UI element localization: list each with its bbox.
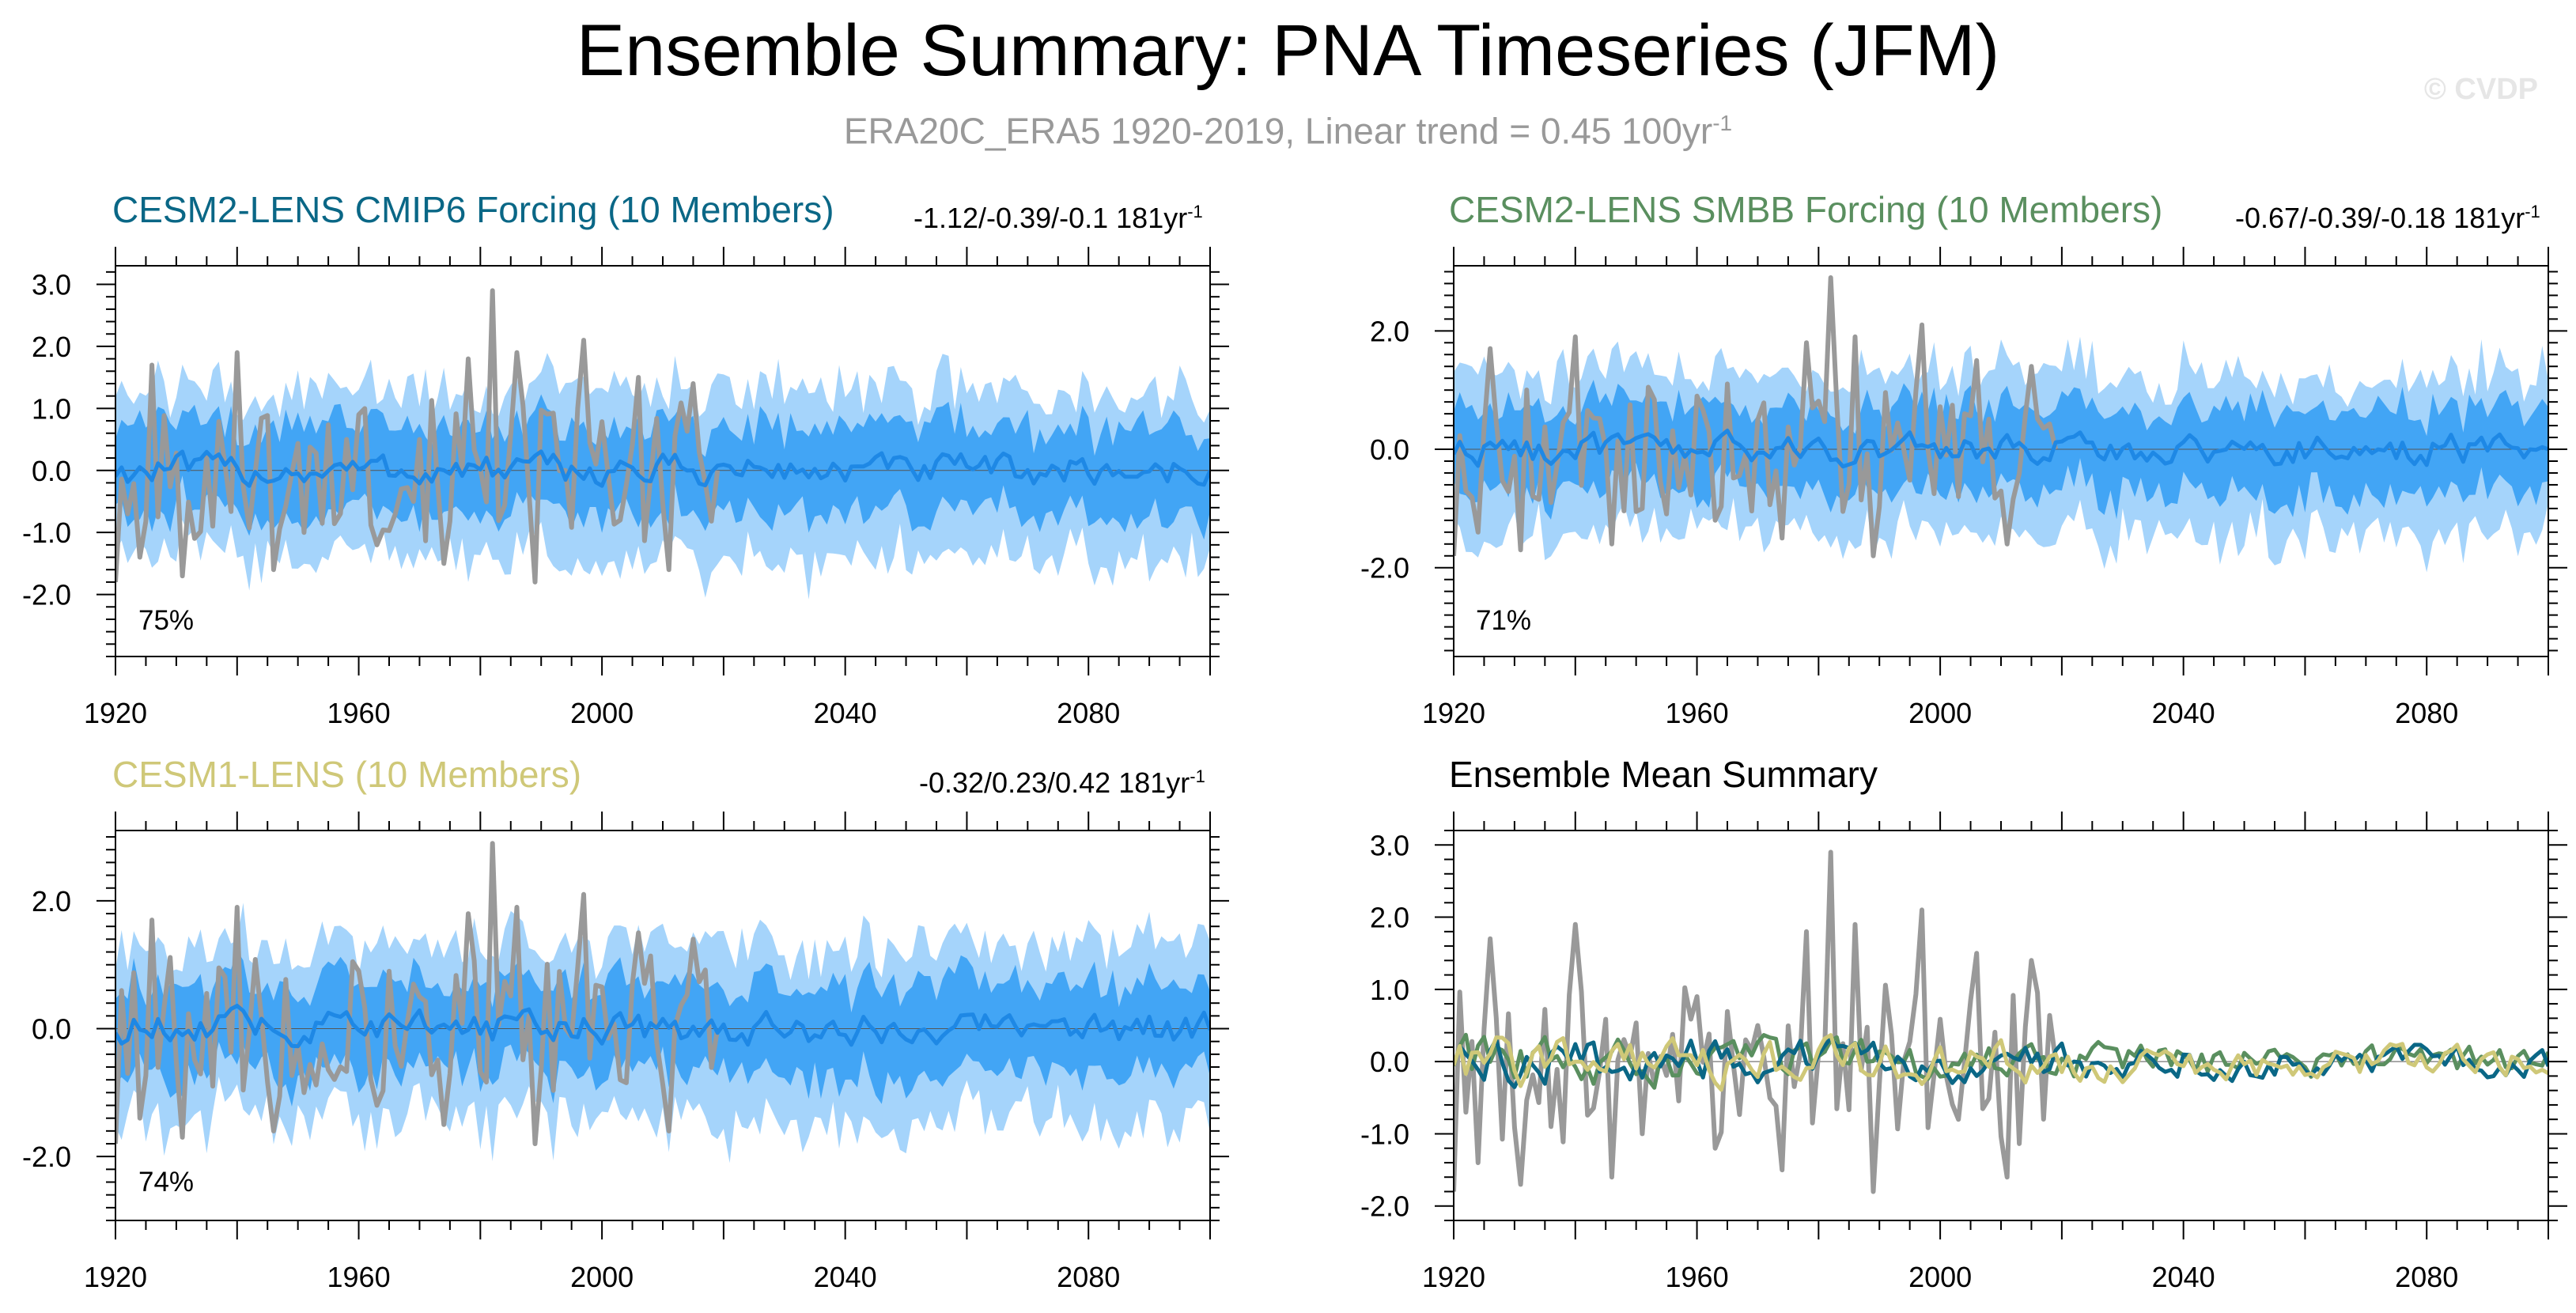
smbb-xtick-label: 2040 [2152, 697, 2215, 729]
cmip6-ytick-label: 0.0 [32, 455, 71, 487]
summary-ytick-label: -1.0 [1360, 1118, 1409, 1150]
cmip6-trend-label: -1.12/-0.39/-0.1 181yr-1 [914, 195, 1203, 236]
cmip6-ytick-label: -2.0 [22, 579, 71, 611]
summary-xtick-label: 1960 [1666, 1261, 1729, 1293]
smbb-xtick-label: 2000 [1908, 697, 1972, 729]
smbb-ytick-label: 0.0 [1370, 433, 1409, 466]
cmip6-frame [115, 265, 1211, 657]
cmip6-xtick-label: 2000 [570, 697, 634, 729]
smbb-xtick-label: 1960 [1666, 697, 1729, 729]
cmip6-xtick-label: 1960 [327, 697, 391, 729]
cmip6-trend-text: -1.12/-0.39/-0.1 181yr [914, 202, 1188, 234]
cmip6-obs-line [115, 288, 721, 585]
figure-subtitle: ERA20C_ERA5 1920-2019, Linear trend = 0.… [0, 101, 2576, 153]
cesm1-spread-iqr-band [115, 950, 1210, 1107]
cesm1-plot-area [115, 841, 1210, 1164]
cesm1-xtick-label: 2000 [570, 1261, 634, 1293]
cmip6-xtick-label: 2080 [1057, 697, 1120, 729]
cesm1-ytick-label: -2.0 [22, 1141, 71, 1173]
cmip6-ytick-label: -1.0 [22, 516, 71, 549]
smbb-percent-label: 71% [1476, 605, 1532, 636]
smbb-ytick-label: -2.0 [1360, 552, 1409, 585]
smbb-xtick-label: 2080 [2395, 697, 2458, 729]
cesm1-ytick-label: 0.0 [32, 1013, 71, 1046]
smbb-ytick-label: 2.0 [1370, 315, 1409, 347]
cmip6-mean-line [1454, 1036, 2548, 1089]
smbb-spread-iqr-band [1454, 380, 2548, 520]
cmip6-ytick-label: 1.0 [32, 392, 71, 425]
summary-ytick-label: -2.0 [1360, 1190, 1409, 1223]
smbb-mean-line [1454, 1032, 2548, 1090]
smbb-panel-title: CESM2-LENS SMBB Forcing (10 Members) [1449, 189, 2163, 230]
cmip6-panel-title: CESM2-LENS CMIP6 Forcing (10 Members) [112, 189, 834, 230]
cmip6-ensemble-mean-line [115, 449, 1210, 488]
cesm1-xtick-label: 2080 [1057, 1261, 1120, 1293]
summary-obs-line [1454, 849, 2059, 1194]
smbb-trend-exponent: -1 [2525, 202, 2540, 221]
cesm1-mean-line [1454, 1033, 2548, 1092]
cesm1-frame [115, 830, 1211, 1221]
smbb-spread-range-band [1454, 336, 2548, 573]
summary-ytick-label: 3.0 [1370, 829, 1409, 861]
cesm1-trend-text: -0.32/0.23/0.42 181yr [919, 766, 1190, 799]
cesm1-ytick-label: 2.0 [32, 885, 71, 918]
cesm1-xtick-label: 1960 [327, 1261, 391, 1293]
smbb-trend-text: -0.67/-0.39/-0.18 181yr [2235, 202, 2525, 234]
smbb-xtick-label: 1920 [1422, 697, 1485, 729]
summary-ytick-label: 1.0 [1370, 974, 1409, 1006]
smbb-frame [1453, 265, 2549, 657]
cmip6-ytick-label: 3.0 [32, 269, 71, 301]
cesm1-percent-label: 74% [138, 1167, 195, 1198]
cesm1-trend-label: -0.32/0.23/0.42 181yr-1 [919, 759, 1205, 800]
summary-plot-area [1454, 849, 2548, 1194]
summary-xtick-label: 2080 [2395, 1261, 2458, 1293]
summary-ytick-label: 2.0 [1370, 902, 1409, 934]
cmip6-xtick-label: 2040 [814, 697, 877, 729]
cmip6-trend-exponent: -1 [1187, 202, 1203, 221]
cesm1-xtick-label: 1920 [84, 1261, 147, 1293]
subtitle-exponent: -1 [1712, 111, 1733, 135]
summary-frame [1453, 830, 2549, 1221]
cesm1-xtick-label: 2040 [814, 1261, 877, 1293]
cmip6-ytick-label: 2.0 [32, 331, 71, 363]
summary-xtick-label: 1920 [1422, 1261, 1485, 1293]
cesm1-ensemble-mean-line [115, 1004, 1210, 1049]
cesm1-obs-line [115, 841, 721, 1146]
summary-ytick-label: 0.0 [1370, 1046, 1409, 1078]
cesm1-spread-range-band [115, 902, 1210, 1164]
summary-xtick-label: 2000 [1908, 1261, 1972, 1293]
cvdp-watermark: © CVDP [2423, 73, 2538, 106]
subtitle-text: ERA20C_ERA5 1920-2019, Linear trend = 0.… [843, 110, 1713, 152]
smbb-ensemble-mean-line [1454, 428, 2548, 469]
summary-xtick-label: 2040 [2152, 1261, 2215, 1293]
figure-title: Ensemble Summary: PNA Timeseries (JFM) [576, 10, 2000, 91]
cmip6-xtick-label: 1920 [84, 697, 147, 729]
smbb-trend-label: -0.67/-0.39/-0.18 181yr-1 [2235, 195, 2540, 236]
cmip6-spread-range-band [115, 353, 1210, 600]
smbb-obs-line [1454, 275, 2059, 558]
cmip6-spread-iqr-band [115, 394, 1210, 540]
smbb-plot-area [1454, 275, 2548, 573]
cmip6-plot-area [115, 288, 1210, 600]
cesm1-trend-exponent: -1 [1190, 766, 1205, 786]
cesm1-panel-title: CESM1-LENS (10 Members) [112, 754, 582, 795]
summary-panel-title: Ensemble Mean Summary [1449, 754, 1878, 795]
cmip6-percent-label: 75% [138, 605, 195, 636]
